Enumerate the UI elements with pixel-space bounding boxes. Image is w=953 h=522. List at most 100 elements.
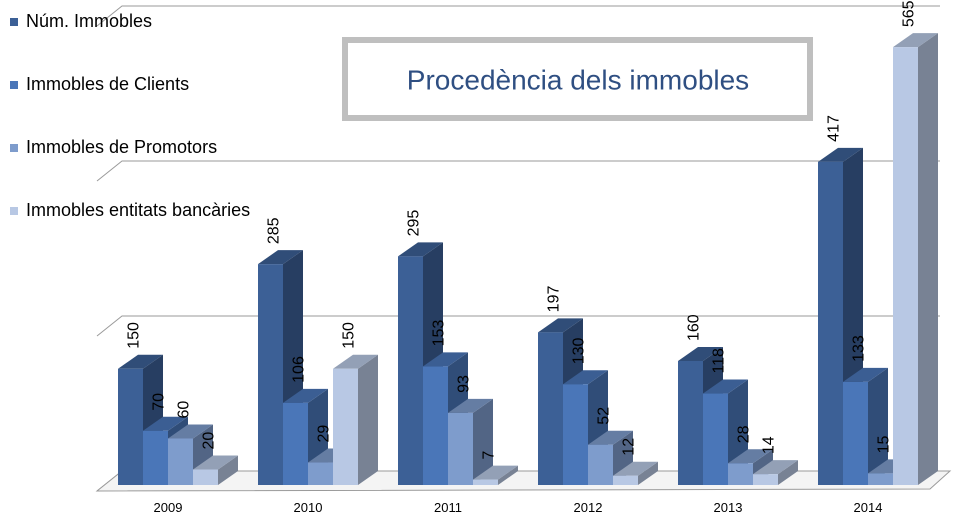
data-label: 14	[761, 436, 778, 454]
data-label: 130	[571, 337, 588, 364]
bar-front	[398, 256, 423, 485]
bar-front	[753, 474, 778, 485]
bar-side	[473, 398, 493, 485]
x-tick-label: 2014	[854, 500, 883, 515]
grid-line	[96, 5, 940, 27]
bar-front	[193, 469, 218, 485]
bar	[753, 460, 798, 485]
data-label: 20	[201, 432, 218, 450]
bar-top	[563, 370, 608, 385]
bar	[193, 455, 238, 485]
bar	[893, 33, 938, 485]
bar-top	[613, 461, 658, 476]
legend-swatch	[10, 144, 18, 152]
bar-top	[818, 147, 863, 162]
bar-front	[613, 475, 638, 485]
data-label: 28	[736, 425, 753, 443]
bar-side	[358, 354, 378, 485]
data-label: 150	[341, 322, 358, 349]
bar-front	[423, 366, 448, 485]
bar-side	[778, 460, 798, 485]
bar-front	[588, 444, 613, 485]
data-label: 295	[406, 210, 423, 237]
legend-swatch	[10, 207, 18, 215]
bar-top	[893, 33, 938, 48]
bar-front	[448, 412, 473, 485]
bar-front	[703, 393, 728, 485]
bar-front	[678, 361, 703, 485]
bar-top	[538, 318, 583, 333]
x-tick-label: 2011	[434, 500, 462, 515]
bar-side	[218, 455, 238, 485]
x-tick-label: 2010	[294, 500, 323, 515]
bar-top	[678, 347, 723, 361]
legend-label: Immobles de Clients	[26, 74, 189, 94]
legend-label: Immobles entitats bancàries	[26, 200, 250, 220]
bar	[613, 461, 658, 485]
bar-top	[423, 352, 468, 367]
bar-side	[868, 367, 888, 485]
bar-front	[283, 402, 308, 485]
legend-label: Núm. Immobles	[26, 11, 152, 31]
bar-front	[818, 161, 843, 485]
bar-top	[333, 354, 378, 369]
data-label: 12	[621, 438, 638, 456]
data-label: 93	[456, 375, 473, 393]
bar-top	[473, 465, 518, 480]
bar-top	[283, 388, 328, 403]
grid-line	[96, 315, 940, 337]
bar-top	[118, 354, 163, 369]
bar	[843, 367, 888, 485]
bar-front	[168, 438, 193, 485]
bar-front	[333, 368, 358, 485]
data-label: 7	[481, 451, 498, 460]
grid-line	[96, 160, 940, 182]
title-box	[342, 37, 813, 121]
data-label: 118	[711, 348, 728, 374]
data-label: 60	[176, 401, 193, 419]
bar-front	[143, 430, 168, 485]
data-label: 417	[826, 115, 843, 142]
data-label: 197	[546, 286, 563, 313]
bar-top	[258, 250, 303, 265]
data-label: 133	[851, 335, 868, 362]
bar-top	[143, 416, 188, 431]
data-label: 565	[901, 0, 918, 27]
bar-front	[118, 368, 143, 485]
data-label: 52	[596, 407, 613, 425]
bar-front	[843, 381, 868, 485]
bar-top	[843, 367, 888, 382]
bar-front	[308, 462, 333, 485]
legend-swatch	[10, 81, 18, 89]
bar	[333, 354, 378, 485]
bar-top	[398, 242, 443, 257]
data-label: 160	[686, 314, 703, 341]
bar-front	[563, 384, 588, 485]
x-tick-label: 2009	[154, 500, 183, 515]
x-tick-label: 2013	[714, 500, 743, 515]
bar-top	[703, 379, 748, 394]
data-label: 150	[126, 322, 143, 349]
legend-swatch	[10, 18, 18, 26]
data-label: 15	[876, 435, 893, 453]
bar	[448, 398, 493, 485]
bar-top	[168, 424, 213, 439]
bar-front	[893, 47, 918, 485]
bar-front	[473, 479, 498, 485]
data-label: 29	[316, 425, 333, 443]
bar-front	[868, 473, 893, 485]
data-label: 153	[431, 320, 448, 347]
data-label: 285	[266, 217, 283, 244]
bar-side	[498, 465, 518, 485]
bars	[118, 33, 938, 485]
data-label: 106	[291, 356, 308, 383]
legend-label: Immobles de Promotors	[26, 137, 217, 157]
bar-side	[638, 461, 658, 485]
bar	[473, 465, 518, 485]
bar-top	[588, 430, 633, 445]
bar-top	[448, 398, 493, 413]
bar-front	[728, 463, 753, 485]
bar-top	[728, 449, 773, 464]
bar-front	[538, 332, 563, 485]
